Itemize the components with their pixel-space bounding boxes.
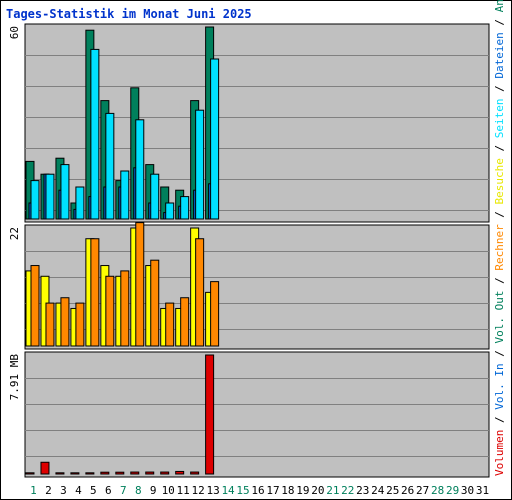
bar-rechner-day-9	[150, 259, 160, 347]
legend-text: Volumen / Vol. In / Vol. Out / Rechner /…	[493, 0, 506, 476]
bar-volumen-day-3	[55, 472, 65, 475]
bar-rechner-day-4	[75, 302, 85, 347]
x-tick-label-4: 4	[75, 484, 82, 497]
bar-seiten-day-13	[210, 58, 220, 220]
x-tick-label-6: 6	[105, 484, 112, 497]
x-tick-label-10: 10	[162, 484, 175, 497]
x-tick-label-28: 28	[431, 484, 444, 497]
bar-rechner-day-5	[90, 238, 100, 347]
bar-rechner-day-6	[105, 275, 115, 347]
bar-volumen-day-5	[85, 472, 95, 475]
bar-rechner-day-2	[45, 302, 55, 347]
bar-seiten-day-4	[75, 186, 85, 220]
bar-seiten-day-12	[195, 109, 205, 220]
legend-item-vol-in: Vol. In	[493, 363, 506, 409]
bar-rechner-day-8	[135, 222, 145, 347]
legend-item-besuche: Besuche	[493, 158, 506, 204]
x-tick-label-2: 2	[45, 484, 52, 497]
x-tick-label-30: 30	[461, 484, 474, 497]
x-tick-label-23: 23	[356, 484, 369, 497]
panel-volume-background	[24, 351, 490, 478]
legend-item-dateien: Dateien	[493, 32, 506, 78]
legend-separator: /	[493, 138, 506, 158]
bar-seiten-day-7	[120, 170, 130, 220]
bar-volumen-day-8	[130, 471, 140, 475]
x-tick-label-5: 5	[90, 484, 97, 497]
panel-hits-max-label: 60	[8, 26, 21, 39]
x-tick-label-3: 3	[60, 484, 67, 497]
bar-volumen-day-10	[160, 471, 170, 475]
x-tick-label-9: 9	[150, 484, 157, 497]
legend-item-vol-out: Vol. Out	[493, 291, 506, 344]
bar-seiten-day-10	[165, 202, 175, 220]
bar-volumen-day-2	[40, 461, 50, 475]
panel-visits-max-label: 22	[8, 227, 21, 240]
bar-volumen-day-7	[115, 471, 125, 475]
x-tick-label-24: 24	[371, 484, 385, 497]
legend-separator: /	[493, 79, 506, 99]
x-tick-label-14: 14	[221, 484, 235, 497]
legend-separator: /	[493, 410, 506, 430]
bar-seiten-day-9	[150, 173, 160, 220]
legend-item-anfragen: Anfragen	[493, 0, 506, 12]
bar-volumen-day-12	[190, 471, 200, 475]
bar-rechner-day-10	[165, 302, 175, 347]
bar-rechner-day-1	[30, 265, 40, 347]
x-tick-label-12: 12	[192, 484, 205, 497]
bar-volumen-day-9	[145, 471, 155, 475]
x-tick-label-17: 17	[266, 484, 279, 497]
legend-item-volumen: Volumen	[493, 430, 506, 476]
bar-seiten-day-11	[180, 196, 190, 220]
x-tick-label-22: 22	[341, 484, 354, 497]
x-tick-label-11: 11	[177, 484, 190, 497]
bar-rechner-day-7	[120, 270, 130, 347]
bar-rechner-day-11	[180, 297, 190, 347]
bar-rechner-day-13	[210, 281, 220, 347]
legend-item-rechner: Rechner	[493, 224, 506, 271]
x-tick-label-13: 13	[206, 484, 219, 497]
x-tick-label-29: 29	[446, 484, 459, 497]
x-tick-label-26: 26	[401, 484, 414, 497]
legend-item-seiten: Seiten	[493, 98, 506, 138]
x-tick-label-27: 27	[416, 484, 429, 497]
bar-rechner-day-12	[195, 238, 205, 347]
legend-separator: /	[493, 12, 506, 32]
bar-seiten-day-6	[105, 112, 115, 220]
bar-volumen-day-6	[100, 471, 110, 475]
chart-title: Tages-Statistik im Monat Juni 2025	[6, 7, 252, 21]
x-tick-label-8: 8	[135, 484, 142, 497]
bar-rechner-day-3	[60, 297, 70, 347]
x-tick-label-1: 1	[30, 484, 37, 497]
legend-separator: /	[493, 204, 506, 224]
bar-volumen-day-1	[25, 472, 35, 475]
bar-seiten-day-8	[135, 119, 145, 220]
bar-volumen-day-13	[205, 354, 215, 475]
x-tick-label-31: 31	[476, 484, 489, 497]
bar-volumen-day-4	[70, 472, 80, 475]
x-tick-label-25: 25	[386, 484, 399, 497]
bar-volumen-day-11	[175, 470, 185, 475]
legend-separator: /	[493, 344, 506, 364]
x-tick-label-15: 15	[236, 484, 249, 497]
x-tick-label-21: 21	[326, 484, 339, 497]
panel-volume-max-label: 7.91 MB	[8, 354, 21, 401]
bar-seiten-day-2	[45, 173, 55, 220]
x-tick-label-20: 20	[311, 484, 324, 497]
bar-seiten-day-3	[60, 164, 70, 220]
x-tick-label-19: 19	[296, 484, 309, 497]
x-tick-label-18: 18	[281, 484, 294, 497]
x-tick-label-16: 16	[251, 484, 264, 497]
bar-seiten-day-1	[30, 180, 40, 220]
x-tick-label-7: 7	[120, 484, 127, 497]
legend-separator: /	[493, 271, 506, 291]
bar-seiten-day-5	[90, 48, 100, 220]
